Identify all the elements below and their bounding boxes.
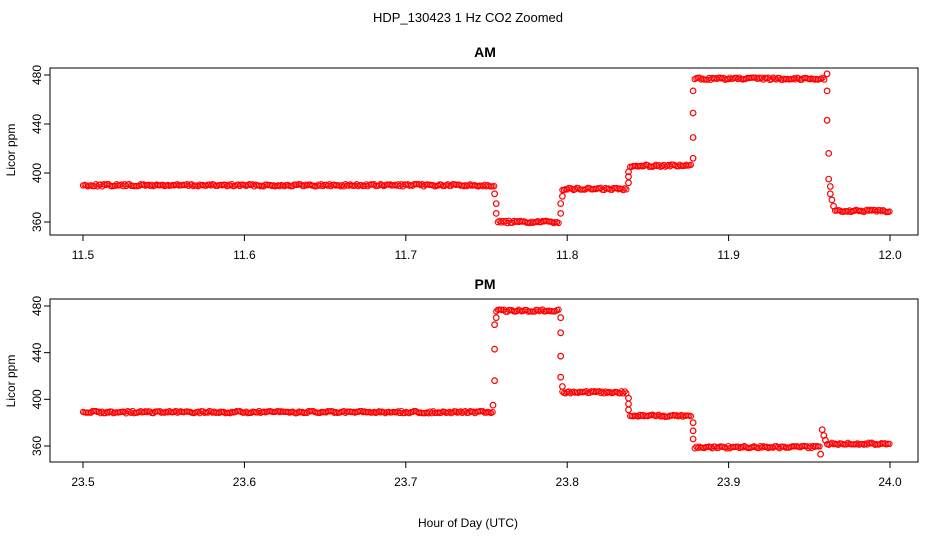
data-point <box>687 161 695 168</box>
figure-title: HDP_130423 1 Hz CO2 Zoomed <box>373 10 563 25</box>
panel-pm: PM Licor ppm 23.5 23.6 23.7 23.8 23.9 24.0 360… <box>4 276 919 489</box>
transition-point <box>823 70 831 78</box>
transition-point <box>830 202 837 210</box>
y-tick-label: 480 <box>30 65 44 85</box>
y-tick-label: 360 <box>30 212 44 232</box>
plot-area-am: 11.5 11.6 11.7 11.8 11.9 12.0 360 400 440 480 <box>30 65 919 262</box>
transition-point <box>489 401 497 409</box>
data-point <box>555 219 562 227</box>
transition-point <box>557 200 565 208</box>
data-point <box>687 413 695 420</box>
transition-point <box>557 329 565 337</box>
x-tick-label: 23.9 <box>717 475 741 489</box>
transition-point <box>491 377 499 385</box>
plot-frame <box>49 298 919 463</box>
x-tick-label: 23.6 <box>233 475 257 489</box>
data-point <box>555 306 562 313</box>
y-tick-label: 400 <box>30 163 44 183</box>
y-axis-label-am: Licor ppm <box>4 124 18 177</box>
x-tick-label: 23.8 <box>556 475 580 489</box>
y-tick-label: 360 <box>30 436 44 456</box>
data-point <box>821 76 828 83</box>
transition-point <box>492 200 500 208</box>
transition-point <box>822 436 829 444</box>
transition-point <box>689 154 697 162</box>
transition-point <box>689 134 697 141</box>
x-tick-label: 11.8 <box>556 248 579 262</box>
y-tick-label: 400 <box>30 389 44 409</box>
x-tick-label: 11.6 <box>233 248 256 262</box>
y-tick-label: 440 <box>30 342 44 362</box>
transition-point <box>823 87 831 95</box>
x-tick-label: 23.5 <box>71 475 95 489</box>
data-point <box>886 208 893 215</box>
transition-point <box>557 314 565 322</box>
transition-point <box>559 383 566 390</box>
transition-point <box>625 173 632 181</box>
x-tick-label: 11.5 <box>72 248 95 262</box>
transition-point <box>689 109 697 117</box>
transition-point <box>491 321 499 329</box>
transition-point <box>492 314 500 322</box>
transition-point <box>492 209 500 217</box>
x-tick-label: 12.0 <box>878 248 902 262</box>
x-tick-label: 11.7 <box>395 248 418 262</box>
data-point <box>491 182 498 190</box>
data-point <box>886 440 893 448</box>
x-tick-label: 24.0 <box>878 475 902 489</box>
x-tick-label: 23.7 <box>394 475 418 489</box>
transition-point <box>689 435 697 443</box>
panel-title-pm: PM <box>475 276 496 292</box>
series-markers <box>79 70 893 227</box>
x-axis-label: Hour of Day (UTC) <box>418 516 518 530</box>
plot-frame <box>49 67 919 236</box>
panel-am: AM Licor ppm 11.5 11.6 11.7 11.8 11.9 12.0 360… <box>4 44 919 262</box>
data-point <box>623 186 630 193</box>
transition-point <box>557 352 565 360</box>
transition-point <box>689 427 697 435</box>
transition-point <box>823 116 831 124</box>
transition-point <box>559 192 566 200</box>
transition-point <box>826 183 834 190</box>
transition-point <box>491 345 499 353</box>
x-tick-label: 11.9 <box>717 248 740 262</box>
transition-point <box>826 190 834 198</box>
transition-point <box>625 179 632 187</box>
transition-point <box>818 426 826 434</box>
transition-point <box>689 87 697 95</box>
transition-point <box>557 373 565 381</box>
data-point <box>816 443 823 450</box>
transition-point <box>828 196 836 204</box>
transition-point <box>825 149 833 157</box>
transition-point <box>625 400 632 408</box>
transition-point <box>689 419 697 427</box>
data-point <box>819 74 826 81</box>
y-tick-label: 480 <box>30 296 44 316</box>
transition-point <box>817 450 824 458</box>
data-point <box>489 408 496 416</box>
transition-point <box>491 190 499 198</box>
y-tick-label: 440 <box>30 114 44 134</box>
data-point <box>620 186 627 194</box>
panel-title-am: AM <box>474 44 496 60</box>
transition-point <box>625 394 632 402</box>
transition-point <box>625 406 632 414</box>
plot-area-pm: 23.5 23.6 23.7 23.8 23.9 24.0 360 400 440 480 <box>30 296 919 489</box>
y-axis-label-pm: Licor ppm <box>4 355 18 408</box>
transition-point <box>625 168 632 176</box>
transition-point <box>557 209 565 217</box>
series-markers <box>79 306 893 458</box>
transition-point <box>825 175 833 183</box>
